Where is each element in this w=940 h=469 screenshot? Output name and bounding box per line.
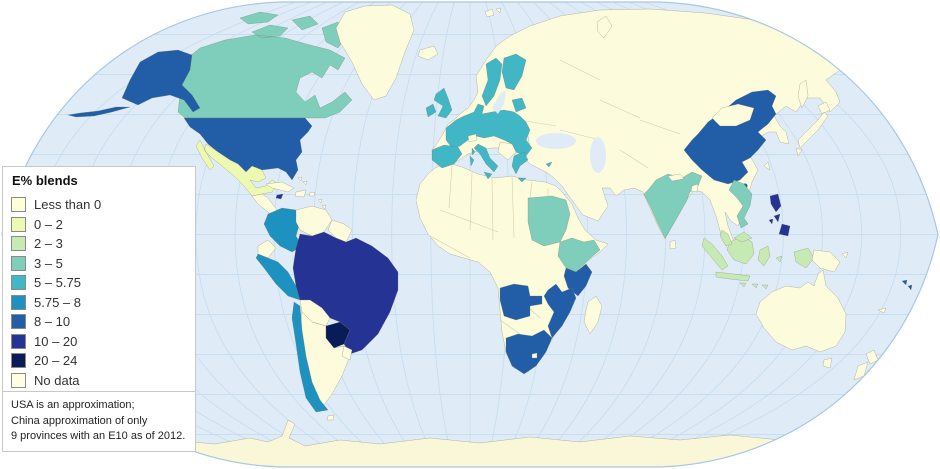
country-south-africa[interactable] — [505, 329, 553, 375]
state-alaska[interactable] — [121, 49, 201, 113]
legend-item-label: 8 – 10 — [34, 314, 71, 330]
legend-swatch — [11, 255, 26, 271]
country-fiji[interactable] — [901, 279, 913, 291]
legend-swatch — [11, 333, 26, 349]
legend-item: 10 – 20 — [11, 332, 187, 352]
footnote-line: China approximation of only — [11, 414, 148, 427]
country-australia[interactable] — [755, 269, 847, 369]
country-cuba[interactable] — [265, 181, 295, 193]
country-italy[interactable] — [469, 143, 499, 180]
country-indonesia[interactable] — [701, 235, 815, 290]
country-japan[interactable] — [795, 101, 831, 157]
country-usa[interactable] — [183, 117, 313, 181]
country-ecuador[interactable] — [257, 239, 277, 259]
island-sakhalin[interactable] — [797, 79, 809, 109]
legend-swatch — [11, 353, 26, 369]
legend-swatch — [11, 197, 26, 213]
legend-swatch — [11, 216, 26, 232]
country-angola[interactable] — [499, 283, 543, 321]
footnote-line: USA is an approximation; — [11, 399, 135, 411]
baltic-sea — [492, 90, 506, 114]
legend-item-label: 5 – 5.75 — [34, 275, 81, 291]
legend-panel: E% blends Less than 0 0 – 2 2 – 3 3 – 5 … — [2, 166, 196, 394]
country-malaysia[interactable] — [719, 229, 753, 247]
legend-item-label: 5.75 – 8 — [34, 294, 81, 310]
legend-swatch — [11, 372, 26, 388]
footnote-line: 9 provinces with an E10 as of 2012. — [11, 430, 186, 442]
legend-item-label: 20 – 24 — [34, 353, 78, 369]
country-ireland[interactable] — [425, 103, 437, 118]
country-mexico[interactable] — [195, 139, 279, 197]
country-greenland[interactable] — [335, 4, 415, 101]
legend-item: No data — [11, 371, 187, 391]
island-hispaniola[interactable] — [294, 189, 307, 198]
legend-item: 0 – 2 — [11, 215, 187, 235]
country-madagascar[interactable] — [583, 295, 603, 335]
falkland-islands[interactable] — [326, 414, 335, 421]
country-bangladesh[interactable] — [690, 183, 699, 193]
legend-item: 5 – 5.75 — [11, 273, 187, 293]
legend-item: 20 – 24 — [11, 351, 187, 371]
legend-item: 3 – 5 — [11, 254, 187, 274]
country-lesotho[interactable] — [531, 352, 538, 359]
country-uk[interactable] — [433, 87, 453, 119]
legend-swatch — [11, 275, 26, 291]
country-new-caledonia[interactable] — [877, 307, 887, 314]
country-finland[interactable] — [501, 53, 527, 91]
legend-swatch — [11, 314, 26, 330]
footnote-panel: USA is an approximation; China approxima… — [2, 391, 196, 452]
country-paraguay[interactable] — [325, 321, 351, 349]
country-philippines[interactable] — [768, 193, 791, 237]
country-switzerland[interactable] — [467, 133, 478, 143]
country-mongolia[interactable] — [711, 103, 755, 127]
legend-item-label: 2 – 3 — [34, 236, 63, 252]
country-vietnam-laos[interactable] — [728, 179, 753, 229]
legend-item: 8 – 10 — [11, 312, 187, 332]
caspian-sea — [590, 137, 606, 173]
country-canada[interactable] — [171, 11, 353, 119]
country-nepal[interactable] — [667, 173, 685, 182]
country-kenya[interactable] — [563, 263, 593, 297]
legend-item: 5.75 – 8 — [11, 293, 187, 313]
region-baltics[interactable] — [511, 97, 527, 113]
country-cyprus[interactable] — [545, 161, 553, 168]
black-sea — [536, 133, 576, 149]
island-svalbard[interactable] — [484, 7, 502, 18]
country-taiwan[interactable] — [763, 161, 771, 171]
country-mozambique-malawi[interactable] — [543, 283, 577, 339]
legend-swatch — [11, 236, 26, 252]
legend-item: 2 – 3 — [11, 234, 187, 254]
legend-item-label: 10 – 20 — [34, 333, 78, 349]
country-sri-lanka[interactable] — [669, 239, 677, 250]
landmasses — [59, 4, 913, 467]
country-china[interactable] — [683, 89, 777, 185]
country-spain-portugal[interactable] — [431, 144, 463, 169]
island-novaya-zemlya[interactable] — [596, 15, 613, 39]
legend-swatch — [11, 294, 26, 310]
caribbean-islands[interactable] — [297, 176, 327, 210]
country-ethiopia[interactable] — [557, 237, 601, 273]
legend-title: E% blends — [12, 173, 78, 188]
country-uruguay[interactable] — [341, 345, 353, 361]
country-jamaica[interactable] — [275, 193, 284, 200]
legend-item-label: No data — [34, 372, 80, 388]
legend-item-label: 0 – 2 — [34, 216, 63, 232]
country-iceland[interactable] — [417, 45, 439, 61]
country-papua-new-guinea[interactable] — [811, 249, 849, 273]
legend-item: Less than 0 — [11, 195, 187, 215]
legend-item-label: Less than 0 — [34, 197, 102, 213]
country-greece[interactable] — [511, 151, 529, 183]
country-sudan[interactable] — [527, 195, 571, 247]
country-sweden[interactable] — [481, 57, 503, 107]
legend-item-label: 3 – 5 — [34, 255, 63, 271]
region-balkans[interactable] — [497, 141, 517, 161]
country-chile[interactable] — [291, 301, 329, 413]
